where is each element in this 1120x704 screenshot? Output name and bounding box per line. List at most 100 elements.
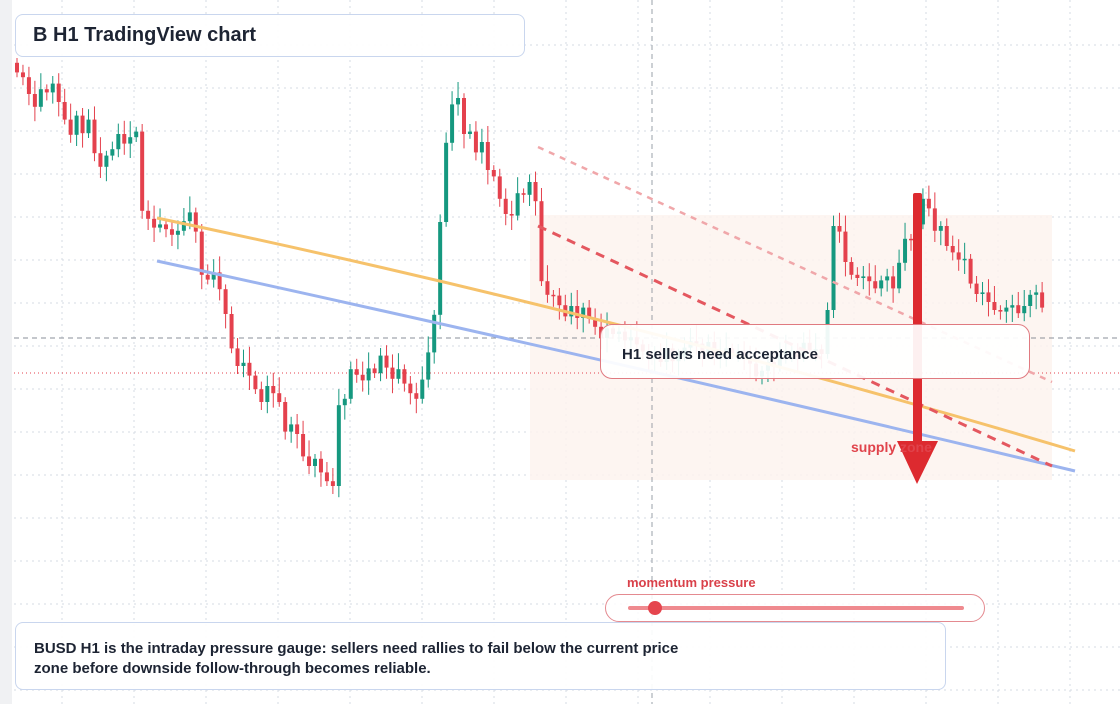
candle-body: [414, 393, 419, 399]
candle: [140, 124, 145, 219]
candle-body: [1028, 294, 1033, 306]
candle: [581, 302, 586, 333]
candle-body: [450, 104, 455, 143]
candle-body: [98, 153, 103, 167]
candle-body: [569, 306, 574, 317]
candle-body: [26, 77, 31, 94]
candle: [313, 454, 317, 478]
chart-left-edge: [0, 0, 12, 704]
candle: [533, 171, 538, 216]
candle: [295, 414, 300, 449]
candle: [169, 221, 174, 246]
candle-body: [313, 458, 317, 466]
candle: [223, 284, 228, 329]
candle-body: [444, 142, 449, 222]
candle-body: [879, 280, 884, 289]
candle-body: [998, 310, 1003, 312]
candle: [855, 267, 860, 286]
candle: [956, 239, 961, 271]
candle: [259, 381, 264, 410]
candle: [909, 234, 913, 251]
candle: [515, 177, 520, 221]
candle-body: [545, 281, 550, 295]
candle-body: [932, 208, 937, 231]
candle-body: [247, 362, 252, 376]
candle-body: [80, 115, 85, 134]
candle: [1034, 284, 1039, 310]
candle-body: [903, 238, 908, 263]
candle-body: [926, 198, 931, 209]
candle-body: [587, 307, 592, 319]
candle-body: [271, 386, 276, 394]
candle-body: [533, 182, 538, 202]
candle: [843, 215, 848, 277]
candle: [968, 254, 973, 289]
candle-body: [229, 314, 234, 349]
candle: [932, 192, 937, 242]
candle: [867, 263, 872, 296]
candle-body: [581, 307, 586, 318]
candle-body: [408, 383, 413, 394]
candle: [20, 64, 25, 86]
candle: [205, 264, 210, 285]
candle: [426, 336, 431, 388]
candle-body: [1016, 305, 1021, 314]
candle-body: [837, 226, 842, 232]
candle: [32, 80, 37, 122]
momentum-slider-rail: [628, 606, 964, 610]
candle: [158, 208, 163, 233]
candle-body: [330, 481, 335, 486]
candle: [372, 363, 377, 378]
candle: [569, 292, 574, 325]
candle: [885, 268, 890, 292]
candle: [503, 188, 508, 226]
candle: [980, 282, 985, 306]
candle-body: [348, 369, 353, 399]
analysis-note-line-1: BUSD H1 is the intraday pressure gauge: …: [34, 640, 679, 657]
candle-body: [241, 362, 246, 366]
candle-body: [158, 224, 163, 228]
candle: [44, 84, 49, 101]
candle-body: [831, 226, 836, 310]
candle-body: [32, 94, 37, 107]
candle-body: [342, 398, 347, 406]
candle: [897, 249, 902, 294]
candle: [384, 345, 389, 379]
candle-body: [980, 292, 985, 294]
candle-body: [354, 369, 359, 375]
candle-body: [205, 274, 210, 280]
candle: [962, 242, 967, 274]
candle: [509, 200, 514, 230]
candle-body: [1022, 306, 1027, 314]
candle-body: [74, 115, 79, 135]
candle-body: [217, 272, 222, 290]
candle: [926, 185, 931, 217]
candle-body: [909, 238, 913, 241]
candle-body: [318, 458, 323, 473]
candle: [467, 124, 472, 139]
candle-body: [265, 386, 270, 402]
candle: [199, 224, 204, 290]
candle-body: [175, 230, 180, 235]
candle: [390, 354, 395, 394]
candle: [539, 188, 544, 286]
momentum-pressure-slider[interactable]: [605, 594, 985, 622]
candle-body: [491, 170, 496, 177]
candle: [873, 265, 878, 294]
candle: [98, 137, 103, 178]
candle: [432, 310, 437, 364]
candle-body: [426, 352, 431, 380]
candle-body: [891, 276, 896, 289]
candle: [277, 377, 282, 407]
candle: [80, 108, 85, 148]
candle-body: [497, 176, 502, 199]
candle-body: [360, 374, 365, 381]
candle: [354, 358, 359, 383]
candle: [110, 141, 115, 161]
candle: [330, 468, 335, 494]
momentum-slider-knob[interactable]: [647, 601, 662, 615]
candle-body: [38, 89, 43, 107]
candle-body: [956, 252, 961, 260]
candle: [396, 353, 401, 384]
